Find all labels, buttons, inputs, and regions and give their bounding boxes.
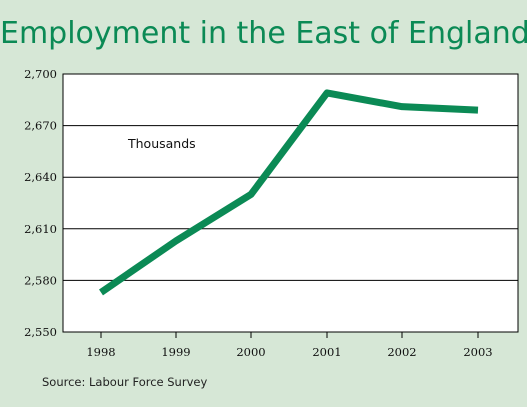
y-tick-label: 2,700 [24, 67, 57, 81]
plot-area [62, 73, 519, 333]
x-tick-label: 2000 [236, 345, 265, 359]
y-tick-label: 2,580 [24, 273, 57, 287]
source-note: Source: Labour Force Survey [42, 375, 208, 389]
series-line [99, 89, 479, 296]
x-tick-labels: 1998 1999 2000 2001 2002 2003 [86, 345, 492, 359]
x-ticks [100, 332, 479, 338]
y-tick-label: 2,550 [24, 325, 57, 339]
x-tick-label: 2001 [312, 345, 341, 359]
y-tick-label: 2,670 [24, 119, 57, 133]
grid-lines [63, 125, 518, 281]
units-label: Thousands [127, 136, 196, 151]
x-tick-label: 1998 [86, 345, 115, 359]
x-tick-label: 1999 [161, 345, 190, 359]
chart-title: Employment in the East of England [0, 16, 527, 51]
x-tick-label: 2003 [463, 345, 492, 359]
y-tick-label: 2,610 [24, 222, 57, 236]
y-tick-labels: 2,550 2,580 2,610 2,640 2,670 2,700 [24, 67, 57, 339]
x-tick-label: 2002 [387, 345, 416, 359]
y-tick-label: 2,640 [24, 170, 57, 184]
